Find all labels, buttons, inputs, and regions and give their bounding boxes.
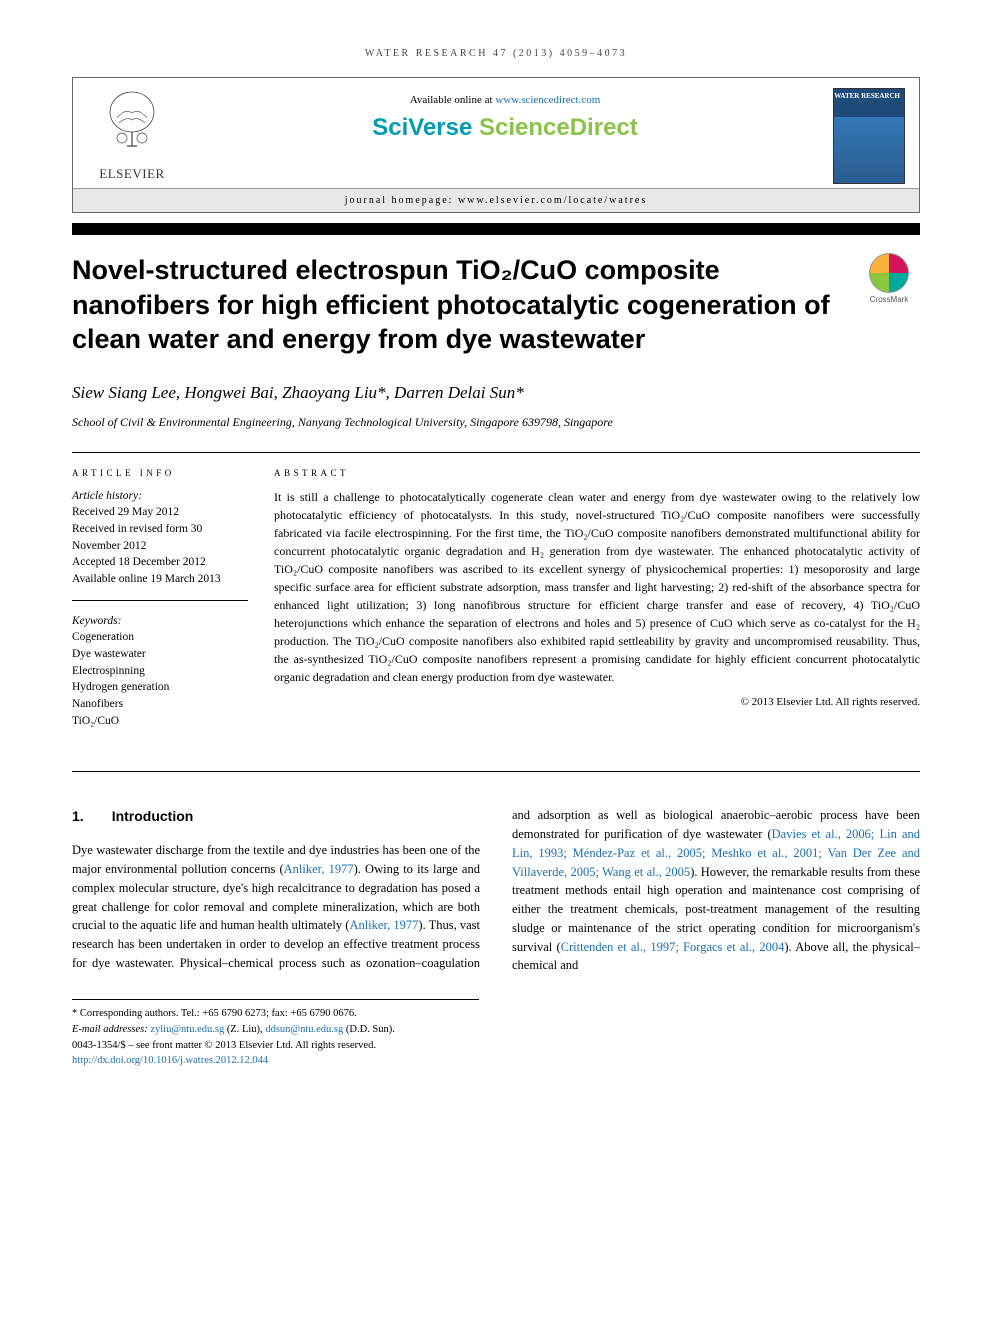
article-info-label: ARTICLE INFO [72, 467, 248, 480]
sciencedirect-link[interactable]: www.sciencedirect.com [495, 94, 600, 106]
article-title: Novel-structured electrospun TiO₂/CuO co… [72, 253, 858, 357]
publisher-name: ELSEVIER [87, 166, 177, 182]
footnotes: * Corresponding authors. Tel.: +65 6790 … [72, 999, 479, 1069]
available-online: Available online at www.sciencedirect.co… [177, 94, 833, 106]
publisher-logo: ELSEVIER [87, 88, 177, 182]
journal-homepage-bar: journal homepage: www.elsevier.com/locat… [73, 188, 919, 212]
homepage-url[interactable]: www.elsevier.com/locate/watres [458, 195, 647, 206]
affiliation: School of Civil & Environmental Engineer… [72, 415, 920, 430]
history-label: Article history: [72, 488, 248, 505]
received-date: Received 29 May 2012 [72, 504, 248, 521]
volume: 47 [493, 48, 508, 59]
crossmark-icon [869, 253, 909, 293]
abstract-label: ABSTRACT [274, 467, 920, 481]
online-date: Available online 19 March 2013 [72, 571, 248, 588]
running-header: WATER RESEARCH 47 (2013) 4059–4073 [72, 48, 920, 59]
abstract-text: It is still a challenge to photocatalyti… [274, 488, 920, 686]
body-paragraph: Dye wastewater discharge from the textil… [72, 806, 920, 975]
abstract-column: ABSTRACT It is still a challenge to phot… [274, 467, 920, 754]
keyword-item: Hydrogen generation [72, 679, 248, 696]
keyword-item: Nanofibers [72, 696, 248, 713]
keyword-item: TiO₂/CuO [72, 713, 248, 730]
elsevier-tree-icon [97, 88, 167, 158]
sciverse-brand: SciVerse ScienceDirect [177, 114, 833, 142]
citation-link[interactable]: Anliker, 1977 [284, 862, 354, 876]
article-body: 1.Introduction Dye wastewater discharge … [72, 806, 920, 975]
corresponding-author: * Corresponding authors. Tel.: +65 6790 … [72, 1006, 479, 1022]
issn-line: 0043-1354/$ – see front matter © 2013 El… [72, 1038, 479, 1054]
year: (2013) [513, 48, 555, 59]
revised-date: Received in revised form 30 November 201… [72, 521, 248, 554]
crossmark-widget[interactable]: CrossMark [858, 253, 920, 304]
email-link[interactable]: ddsun@ntu.edu.sg [265, 1024, 343, 1035]
accepted-date: Accepted 18 December 2012 [72, 554, 248, 571]
citation-link[interactable]: Anliker, 1977 [349, 918, 418, 932]
section-heading: 1.Introduction [72, 806, 480, 827]
journal-name: WATER RESEARCH [365, 48, 488, 59]
email-link[interactable]: zyliu@ntu.edu.sg [150, 1024, 224, 1035]
authors-list: Siew Siang Lee, Hongwei Bai, Zhaoyang Li… [72, 383, 920, 403]
keywords-label: Keywords: [72, 613, 248, 630]
article-info-column: ARTICLE INFO Article history: Received 2… [72, 467, 274, 754]
masthead: ELSEVIER Available online at www.science… [72, 77, 920, 213]
doi-link[interactable]: http://dx.doi.org/10.1016/j.watres.2012.… [72, 1055, 268, 1066]
keyword-item: Cogeneration [72, 629, 248, 646]
keyword-item: Electrospinning [72, 663, 248, 680]
email-line: E-mail addresses: zyliu@ntu.edu.sg (Z. L… [72, 1022, 479, 1038]
pages: 4059–4073 [560, 48, 628, 59]
citation-link[interactable]: Crittenden et al., 1997; Forgacs et al.,… [561, 940, 785, 954]
keyword-item: Dye wastewater [72, 646, 248, 663]
copyright-line: © 2013 Elsevier Ltd. All rights reserved… [274, 694, 920, 711]
divider-bar [72, 223, 920, 235]
journal-cover-thumbnail: WATER RESEARCH [833, 88, 905, 184]
